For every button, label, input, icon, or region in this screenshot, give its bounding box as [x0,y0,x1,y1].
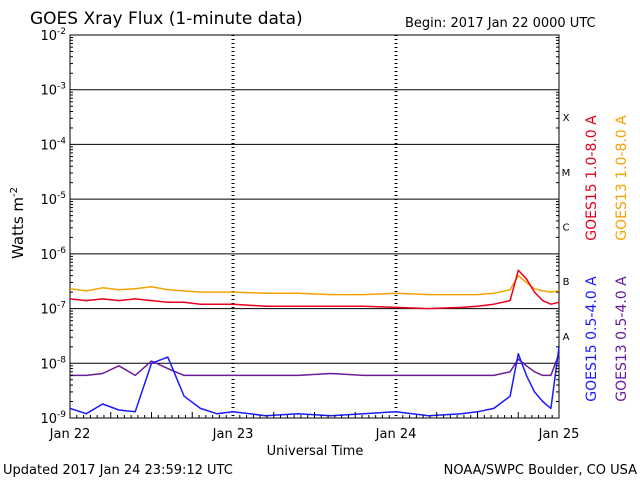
updated-footer: Updated 2017 Jan 24 23:59:12 UTC [3,463,233,478]
x-tick-label: Jan 25 [538,427,580,442]
series-line-2 [70,353,560,377]
y-tick-label: 10-8 [40,355,66,372]
y-tick-label: 10-6 [40,246,66,263]
flare-class-M: M [562,168,571,179]
y-tick-label: 10-2 [40,27,66,44]
flare-class-labels: A B C M X [562,113,571,343]
legend-entry: GOES13 0.5-4.0 A [614,276,630,402]
x-axis-label: Universal Time [267,444,364,459]
y-axis-label-exp: -2 [9,187,20,197]
y-axis-ticks: 10-9 10-8 10-7 10-6 10-5 10-4 10-3 10-2 [40,27,559,427]
y-tick-label: 10-9 [40,410,66,427]
x-axis-ticks: Jan 22 Jan 23 Jan 24 Jan 25 [49,412,580,442]
series-line-0 [69,274,560,296]
flare-class-B: B [563,277,570,288]
series-line-3 [69,346,560,417]
y-tick-label: 10-7 [40,301,66,318]
x-tick-label: Jan 24 [375,427,417,442]
day-separators [231,35,398,418]
y-axis-label-base: Watts m [9,197,27,259]
plot-area [69,34,560,419]
y-tick-label: 10-3 [40,82,66,99]
flare-class-A: A [563,332,570,343]
x-tick-label: Jan 23 [212,427,254,442]
y-tick-label: 10-4 [40,136,66,153]
begin-label: Begin: 2017 Jan 22 0000 UTC [405,16,596,31]
svg-text:Watts m-2: Watts m-2 [9,187,27,259]
series-lines [69,269,560,417]
legend-entry: GOES15 0.5-4.0 A [584,276,600,402]
horizontal-gridlines [70,89,559,364]
legend-entry: GOES15 1.0-8.0 A [584,115,600,241]
series-line-1 [69,269,560,310]
plot-border [69,34,560,419]
x-tick-label: Jan 22 [49,427,91,442]
chart-title: GOES Xray Flux (1-minute data) [30,9,303,29]
legend: GOES15 1.0-8.0 A GOES13 1.0-8.0 A GOES15 0… [584,115,630,402]
y-tick-label: 10-5 [40,191,66,208]
y-axis-label: Watts m-2 [9,187,27,259]
flare-class-C: C [563,223,570,234]
source-footer: NOAA/SWPC Boulder, CO USA [444,463,637,478]
legend-entry: GOES13 1.0-8.0 A [614,115,630,241]
flare-class-X: X [563,113,570,124]
